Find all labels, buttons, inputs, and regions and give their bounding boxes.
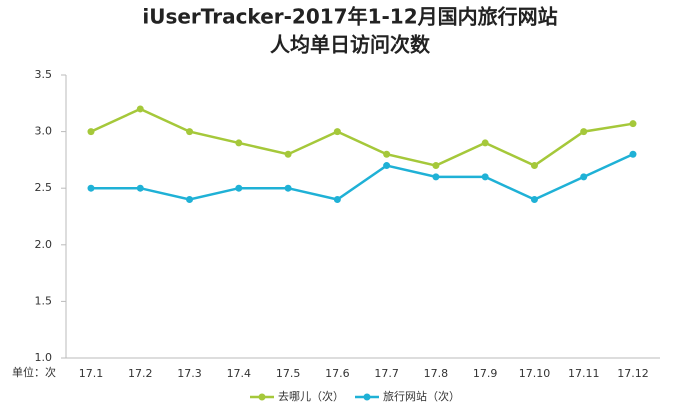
- x-tick-label: 17.5: [276, 367, 301, 380]
- data-point: [235, 184, 243, 192]
- x-tick-label: 17.10: [519, 367, 551, 380]
- x-tick-label: 17.12: [617, 367, 649, 380]
- data-point: [136, 184, 144, 192]
- y-tick-label: 2.5: [35, 181, 53, 194]
- legend-marker: [363, 393, 371, 401]
- data-point: [87, 128, 95, 136]
- x-tick-label: 17.11: [568, 367, 600, 380]
- data-point: [580, 128, 588, 136]
- y-tick-label: 1.5: [35, 294, 53, 307]
- y-tick-label: 3.5: [35, 68, 53, 81]
- x-tick-label: 17.1: [79, 367, 104, 380]
- data-point: [580, 173, 588, 181]
- data-point: [383, 150, 391, 158]
- data-point: [432, 162, 440, 170]
- data-point: [530, 196, 538, 204]
- legend-marker: [258, 393, 266, 401]
- y-tick-label: 2.0: [35, 238, 53, 251]
- x-tick-label: 17.6: [325, 367, 350, 380]
- y-tick-label: 1.0: [35, 351, 53, 364]
- y-tick-label: 3.0: [35, 125, 53, 138]
- legend-label: 旅行网站（次）: [383, 389, 460, 403]
- series-line: [90, 107, 634, 167]
- y-unit-label: 单位：次: [12, 365, 56, 379]
- series-line: [91, 153, 634, 201]
- chart-subtitle: 人均单日访问次数: [270, 33, 431, 57]
- data-point: [383, 162, 391, 170]
- data-point: [284, 150, 292, 158]
- chart-title: iUserTracker-2017年1-12月国内旅行网站: [142, 5, 557, 29]
- data-point: [629, 120, 637, 128]
- data-point: [87, 184, 95, 192]
- x-tick-label: 17.3: [177, 367, 202, 380]
- data-point: [186, 196, 194, 204]
- data-point: [333, 128, 341, 136]
- data-point: [136, 105, 144, 113]
- x-tick-label: 17.4: [227, 367, 252, 380]
- data-point: [235, 139, 243, 147]
- data-point: [481, 139, 489, 147]
- x-tick-label: 17.2: [128, 367, 153, 380]
- data-point: [530, 162, 538, 170]
- x-tick-label: 17.7: [374, 367, 399, 380]
- data-point: [432, 173, 440, 181]
- data-point: [284, 184, 292, 192]
- x-tick-label: 17.9: [473, 367, 498, 380]
- x-tick-label: 17.8: [424, 367, 449, 380]
- legend-label: 去哪儿（次）: [278, 389, 344, 403]
- data-point: [186, 128, 194, 136]
- data-point: [333, 196, 341, 204]
- data-point: [629, 150, 637, 158]
- data-point: [481, 173, 489, 181]
